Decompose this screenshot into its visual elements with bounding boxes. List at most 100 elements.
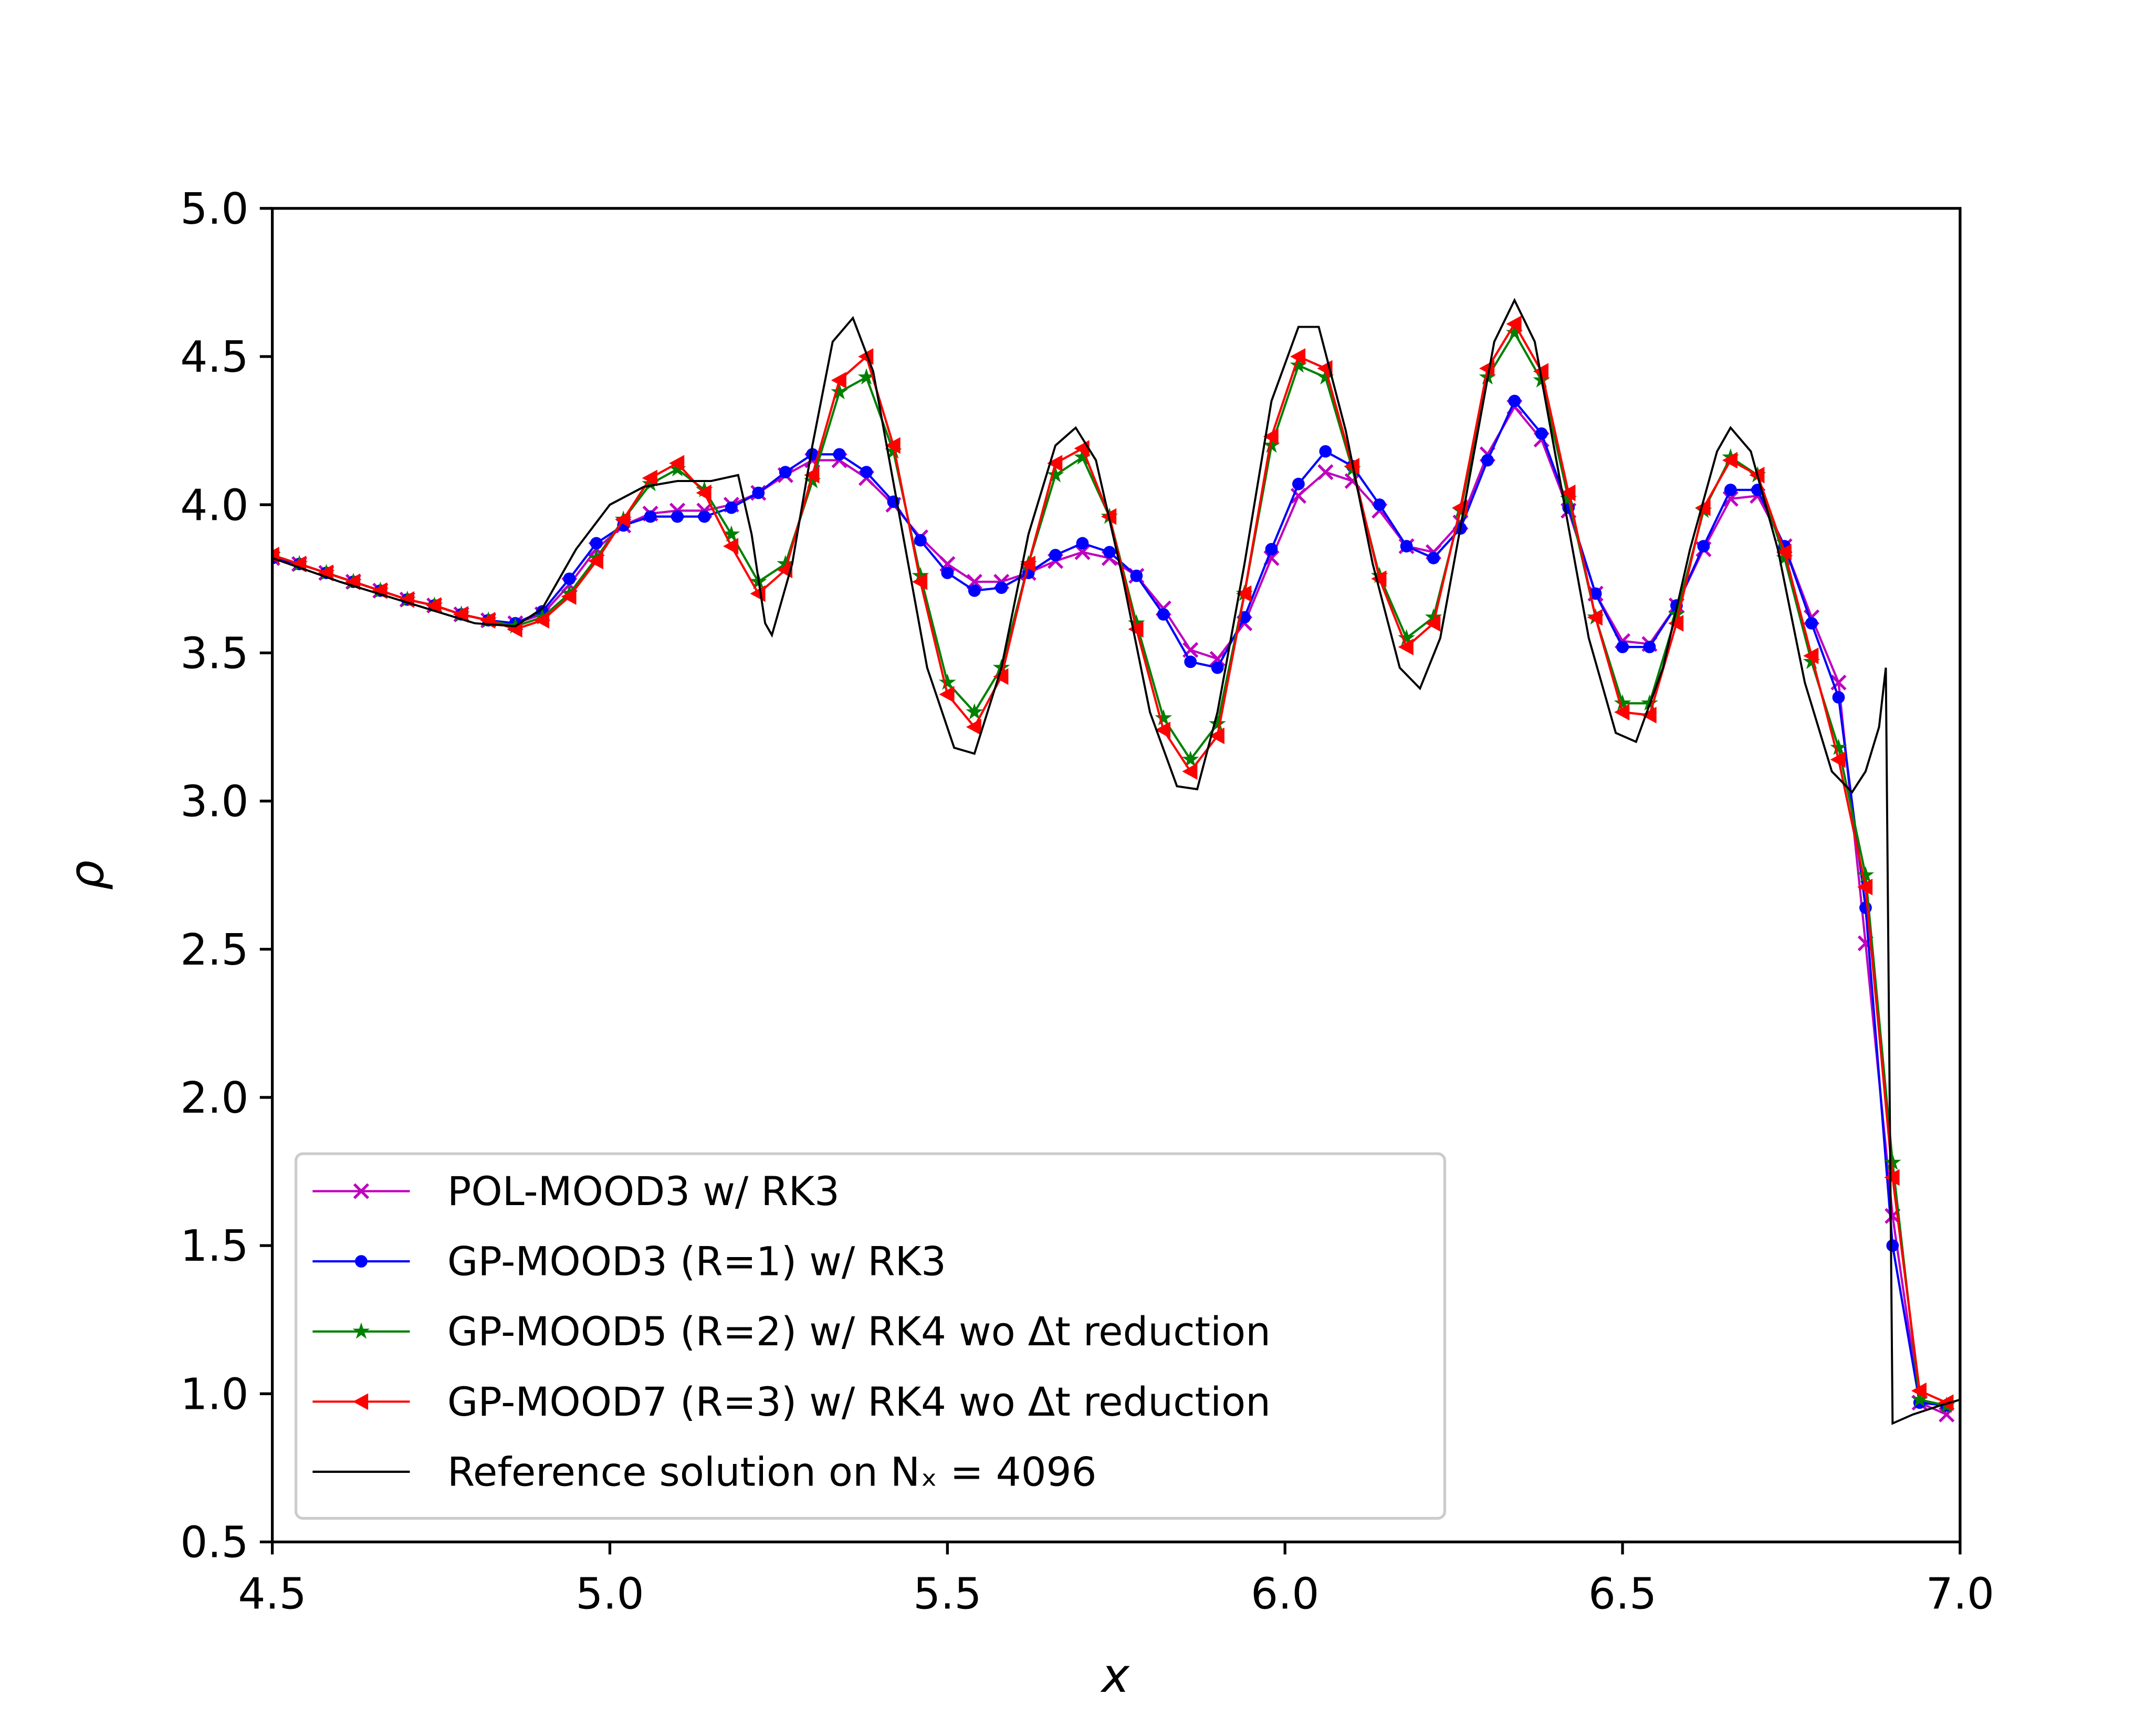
y-tick-label: 3.5 [180,629,248,678]
marker [1130,569,1143,582]
marker [1776,543,1792,561]
marker-shape [1616,641,1629,654]
marker [1263,428,1279,445]
marker-shape [1506,316,1522,332]
marker [912,573,928,590]
marker-shape [1184,655,1197,668]
marker [885,437,901,454]
marker-shape [1263,436,1280,453]
marker-shape [353,1183,370,1199]
marker-shape [1883,1153,1901,1170]
marker-shape [1722,452,1738,469]
marker-shape [914,534,927,547]
marker [1884,1169,1900,1186]
series-line [272,298,1960,1425]
marker-shape [1587,609,1603,626]
marker [1211,661,1224,674]
marker-shape [1155,721,1170,739]
marker [561,588,577,605]
marker-shape [588,552,603,570]
marker [426,597,442,614]
marker [1587,609,1603,626]
marker-shape [1776,543,1792,561]
marker-shape [561,588,577,605]
marker-shape [966,718,981,736]
marker-shape [1371,570,1387,588]
marker-shape [968,584,981,597]
x-tick-label: 4.5 [238,1569,306,1619]
marker-shape [1209,715,1226,731]
marker [1857,866,1875,883]
marker-shape [1589,587,1602,600]
marker [1155,709,1173,726]
marker [1128,621,1144,638]
marker [1182,763,1198,780]
marker-shape [1398,639,1414,655]
marker-shape [1182,763,1198,780]
marker-shape [1857,866,1875,883]
marker [1535,427,1548,440]
marker [966,718,981,736]
marker [1316,368,1334,385]
marker [860,466,873,479]
marker [1127,614,1145,631]
marker-shape [642,469,657,487]
marker [1614,694,1631,711]
marker-shape [1049,549,1062,562]
marker-shape [857,368,875,385]
plot-frame [270,207,1962,1544]
marker-shape [1832,691,1845,704]
marker-shape [1724,484,1737,496]
marker-shape [912,573,928,590]
marker [1805,617,1818,630]
x-tick-label: 6.0 [1251,1569,1319,1619]
marker [669,455,685,472]
y-tick-label: 2.5 [180,925,248,975]
marker [1290,348,1306,365]
legend-box [294,1152,1447,1520]
marker [1400,540,1413,553]
marker [1697,540,1710,553]
marker-shape [642,475,659,491]
marker [1020,556,1035,572]
marker [353,1183,370,1199]
marker-shape [1939,1406,1955,1422]
marker-shape [453,606,468,623]
marker-shape [1643,641,1656,654]
marker [1317,464,1334,480]
marker-shape [1263,428,1279,445]
x-tick-label: 5.0 [575,1569,644,1619]
marker-shape [993,668,1009,685]
marker-shape [1560,484,1576,501]
marker-shape [1046,466,1064,483]
legend: POL-MOOD3 w/ RK3 GP-MOOD3 (R=1) w/ RK3 GP-… [294,1152,1447,1520]
marker-shape [831,383,848,400]
marker [777,554,794,571]
marker-shape [725,501,738,514]
marker-shape [534,612,550,629]
marker-shape [696,484,711,501]
marker-shape [1316,368,1334,385]
marker [1427,551,1440,564]
marker-shape [1505,323,1523,340]
marker [1506,316,1522,332]
marker-shape [563,572,576,585]
marker-shape [1074,448,1091,465]
marker-shape [669,455,685,472]
marker [1776,549,1793,566]
marker [1722,452,1738,469]
marker [1236,585,1252,602]
marker-shape [1695,499,1711,516]
marker-shape [1938,1394,1954,1411]
marker-shape [1128,621,1144,638]
marker [1508,394,1521,407]
y-tick-label: 4.5 [180,332,248,382]
legend-label: GP-MOOD3 (R=1) w/ RK3 [447,1239,946,1285]
legend-label: GP-MOOD5 (R=2) w/ RK4 wo Δt reduction [447,1309,1271,1355]
marker-shape [1130,569,1143,582]
marker-shape [1103,546,1116,559]
marker-shape [912,567,929,583]
marker-shape [939,686,955,703]
marker [1857,878,1873,896]
marker [831,383,848,400]
